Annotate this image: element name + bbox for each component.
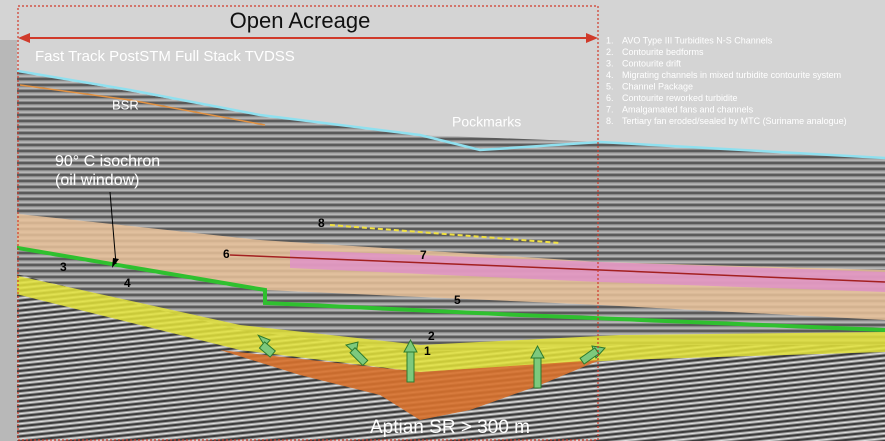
- isochron-pointer: [109, 191, 117, 265]
- arrow-head-right: [586, 33, 598, 43]
- legend-text: Channel Package: [622, 81, 693, 91]
- legend-text: Contourite reworked turbidite: [622, 93, 738, 103]
- unit-marker: 7: [420, 248, 427, 262]
- legend: 1. AVO Type III Turbidites N-S Channels 2.…: [606, 35, 847, 126]
- legend-text: Contourite bedforms: [622, 47, 704, 57]
- legend-number: 2.: [606, 47, 614, 57]
- bsr-label: BSR: [112, 97, 139, 112]
- acreage-box: [17, 5, 599, 441]
- legend-number: 3.: [606, 58, 614, 68]
- legend-number: 8.: [606, 116, 614, 126]
- legend-text: Contourite drift: [622, 58, 682, 68]
- legend-number: 5.: [606, 81, 614, 91]
- pointer-head: [112, 258, 119, 268]
- horizon-8: [329, 224, 561, 244]
- bsr-horizon: [19, 84, 266, 126]
- horizon-6: [229, 254, 885, 283]
- legend-text: Tertiary fan eroded/sealed by MTC (Surin…: [622, 116, 847, 126]
- legend-number: 1.: [606, 35, 614, 45]
- legend-number: 4.: [606, 70, 614, 80]
- yellow-unit: [0, 272, 885, 372]
- pockmarks-label: Pockmarks: [452, 114, 521, 130]
- unit-marker: 8: [318, 216, 325, 230]
- subtitle: Fast Track PostSTM Full Stack TVDSS: [35, 48, 295, 65]
- unit-marker: 3: [60, 260, 67, 274]
- green-arrows: [257, 334, 606, 389]
- legend-text: Migrating channels in mixed turbidite co…: [622, 70, 841, 80]
- legend-number: 7.: [606, 104, 614, 114]
- pink-unit: [290, 250, 885, 292]
- isochron-line: [0, 243, 885, 332]
- legend-text: AVO Type III Turbidites N-S Channels: [622, 35, 773, 45]
- legend-text: Amalgamated fans and channels: [622, 104, 754, 114]
- depth-axis: [0, 40, 17, 441]
- source-rock-label: Aptian SR > 300 m: [370, 417, 530, 438]
- banner: Open Acreage: [230, 8, 371, 33]
- arrow-head-left: [18, 33, 30, 43]
- unit-marker: 2: [428, 329, 435, 343]
- unit-marker: 5: [454, 293, 461, 307]
- orange-basin: [220, 350, 600, 420]
- isochron-label: (oil window): [55, 172, 139, 189]
- unit-marker: 4: [124, 276, 131, 290]
- unit-marker: 6: [223, 247, 230, 261]
- markers: 8 7 6 5 4 3 21: [60, 216, 461, 358]
- unit-marker: 1: [424, 344, 431, 358]
- legend-number: 6.: [606, 93, 614, 103]
- isochron-label: 90° C isochron: [55, 153, 160, 170]
- seafloor: [0, 66, 885, 160]
